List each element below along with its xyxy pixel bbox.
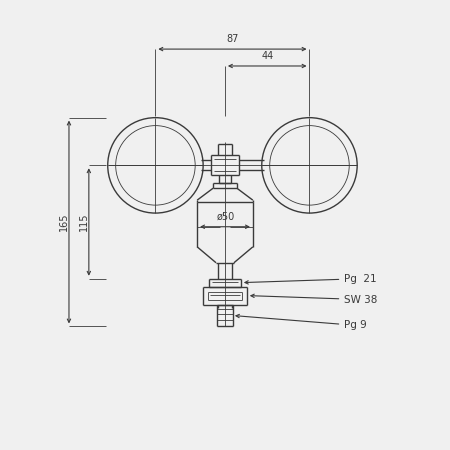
Text: SW 38: SW 38 [251,294,378,305]
Text: ø50: ø50 [217,212,235,222]
Text: 44: 44 [261,51,273,61]
Text: 115: 115 [79,213,89,231]
Text: 87: 87 [226,34,238,44]
Text: Pg  21: Pg 21 [245,274,377,284]
Text: Pg 9: Pg 9 [236,315,367,330]
Text: 165: 165 [59,213,69,231]
